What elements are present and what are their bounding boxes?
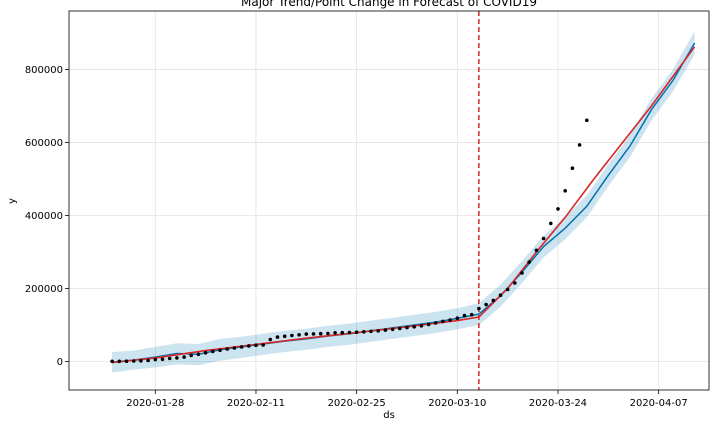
data-point [577,143,582,147]
data-point [520,271,524,275]
data-point [211,349,215,354]
x-tick-label: 2020-03-24 [529,398,587,409]
data-point [469,312,474,317]
data-point [383,328,388,332]
data-point [362,330,366,334]
data-point [290,333,294,338]
data-point [513,281,517,285]
data-point [189,353,193,358]
data-point [268,337,273,342]
data-point [304,332,309,336]
data-point [153,357,158,362]
data-point [326,331,330,336]
data-point [498,293,503,298]
y-tick-label: 0 [57,357,63,368]
data-point [275,335,280,339]
data-point [448,318,452,322]
data-point [254,343,258,348]
data-point [426,322,431,327]
data-point [117,359,122,364]
data-point [462,313,467,318]
data-point [203,351,208,355]
data-point [311,332,316,336]
x-tick-label: 2020-04-07 [630,398,688,409]
data-point [297,333,301,337]
grid-lines [69,11,709,390]
data-point [570,166,575,170]
data-point [139,358,143,363]
data-point [282,334,287,339]
x-tick-label: 2020-02-25 [328,398,386,409]
data-point [405,325,409,330]
data-point [563,189,567,193]
data-point [146,358,150,363]
x-tick-label: 2020-02-11 [227,398,285,409]
x-tick-label: 2020-03-10 [428,398,486,409]
data-point [527,260,531,264]
data-point [347,330,352,335]
data-point [247,344,251,348]
y-axis-label: y [7,198,18,204]
actual-points [110,118,589,364]
data-point [585,118,589,123]
data-point [175,356,179,360]
x-tick-label: 2020-01-28 [126,398,184,409]
data-point [232,346,237,350]
data-point [477,306,481,311]
data-point [124,359,129,364]
data-point [534,248,539,253]
data-point [441,319,445,324]
data-point [167,356,172,361]
y-tick-label: 600000 [25,138,63,149]
data-point [549,221,553,226]
data-point [455,316,460,321]
data-point [419,324,424,328]
x-axis-ticks: 2020-01-28 2020-02-11 2020-02-25 2020-03-10… [126,390,688,409]
y-tick-label: 800000 [25,65,63,76]
data-point [541,236,546,241]
data-point [369,329,373,334]
forecast-line [112,42,696,364]
plot-frame [68,10,710,391]
trend-line [112,46,696,364]
data-point [433,321,438,325]
data-point [340,330,345,335]
data-point [196,352,201,357]
data-point [131,359,136,363]
data-point [505,287,510,292]
data-point [160,357,165,362]
data-point [398,326,402,331]
y-tick-label: 400000 [25,211,63,222]
data-point [491,298,496,303]
chart-title: Major Trend/Point Change in Forecast of … [241,0,537,9]
uncertainty-band [112,31,695,373]
data-point [484,302,488,307]
data-point [556,207,560,211]
data-point [318,331,323,336]
data-point [376,329,381,333]
y-tick-label: 200000 [25,284,63,295]
data-point [354,330,359,335]
data-point [225,347,229,351]
data-point [110,359,114,364]
data-point [261,343,266,347]
x-axis-label: ds [383,410,395,421]
data-point [412,325,417,329]
data-point [333,331,337,335]
data-point [182,355,186,359]
data-point [239,345,244,349]
data-point [218,348,222,353]
y-axis-ticks: 0 200000 400000 600000 800000 [25,65,69,368]
data-point [390,327,395,332]
